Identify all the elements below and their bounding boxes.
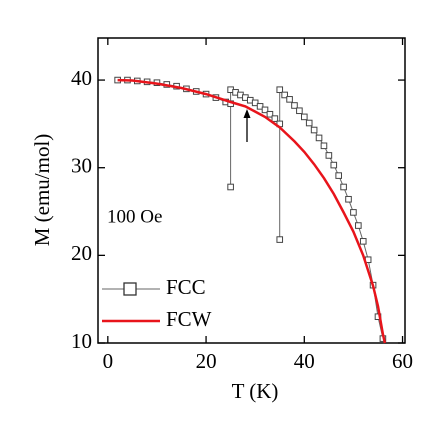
marker	[261, 106, 269, 114]
marker	[359, 238, 367, 245]
legend-label: FCC	[166, 275, 206, 299]
marker	[251, 99, 259, 107]
marker	[227, 183, 234, 191]
marker	[305, 119, 313, 127]
x-tick-label: 20	[196, 349, 217, 373]
marker	[330, 161, 338, 169]
y-tick-label: 40	[71, 66, 92, 90]
marker	[266, 110, 274, 118]
marker	[296, 107, 303, 115]
marker	[256, 103, 264, 110]
marker	[355, 222, 362, 229]
marker	[301, 113, 308, 121]
annotation: 100 Oe	[107, 206, 162, 227]
arrow	[243, 109, 251, 142]
marker	[276, 236, 284, 243]
y-tick-label: 20	[71, 241, 92, 265]
x-tick-label: 60	[392, 349, 413, 373]
marker	[281, 91, 288, 99]
y-tick-label: 30	[71, 154, 92, 178]
marker	[286, 96, 293, 103]
marker	[345, 195, 352, 203]
marker	[276, 86, 284, 94]
marker	[320, 142, 328, 150]
marker	[325, 152, 333, 159]
legend-label: FCW	[166, 307, 212, 331]
marker	[291, 102, 298, 109]
marker	[315, 134, 323, 142]
y-tick-label: 10	[71, 329, 92, 353]
x-axis-title: T (K)	[232, 379, 279, 403]
marker	[271, 115, 279, 122]
marker	[350, 209, 357, 216]
marker	[340, 183, 347, 191]
x-tick-label: 40	[294, 349, 315, 373]
x-tick-label: 0	[103, 349, 114, 373]
plot-frame	[97, 37, 406, 344]
marker	[310, 126, 318, 134]
legend-marker	[123, 282, 137, 296]
series-line	[117, 78, 387, 344]
marker	[335, 172, 342, 179]
y-axis-title: M (emu/mol)	[30, 134, 54, 247]
